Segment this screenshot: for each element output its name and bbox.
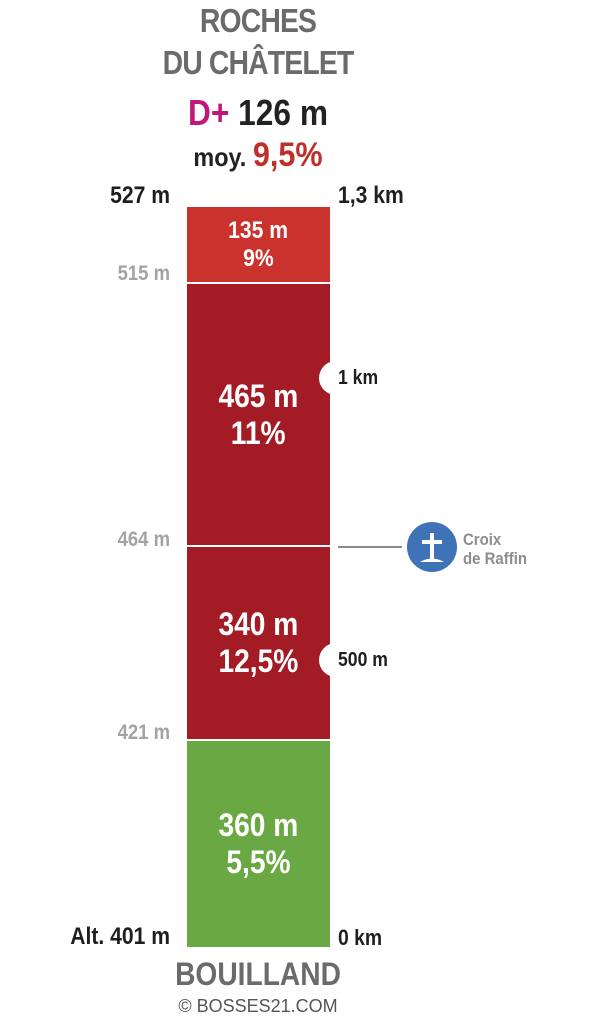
segment-1-gradient: 9% <box>243 245 274 272</box>
top-distance: 1,3 km <box>338 182 404 209</box>
cross-icon <box>407 522 457 572</box>
top-altitude: 527 m <box>110 182 170 209</box>
segment-1-length: 135 m <box>228 217 289 244</box>
gain-prefix: D+ <box>187 92 230 133</box>
poi-label-line-1: Croix <box>463 530 502 549</box>
average-gradient: moy. 9,5% <box>26 136 490 175</box>
altitude-464: 464 m <box>117 528 170 551</box>
km-notch-1km <box>319 361 341 395</box>
km-notch-500m <box>319 643 341 677</box>
elevation-gain: D+ 126 m <box>31 92 485 134</box>
start-location: BOUILLAND <box>175 956 341 992</box>
copyright: © BOSSES21.COM <box>178 996 338 1016</box>
segment-3: 340 m 12,5% <box>187 546 330 740</box>
divider-2 <box>187 545 330 547</box>
distance-1km: 1 km <box>338 367 379 389</box>
segment-3-gradient: 12,5% <box>218 643 299 679</box>
segment-3-length: 340 m <box>218 606 299 642</box>
segment-2: 465 m 11% <box>187 283 330 546</box>
altitude-base: Alt. 401 m <box>70 923 170 950</box>
segment-1: 135 m 9% <box>187 207 330 283</box>
divider-1 <box>187 282 330 284</box>
altitude-515: 515 m <box>117 262 170 285</box>
segment-2-length: 465 m <box>218 377 299 414</box>
gain-value: 126 m <box>238 92 329 133</box>
distance-start: 0 km <box>338 925 383 950</box>
segment-4-length: 360 m <box>218 806 299 843</box>
segment-4: 360 m 5,5% <box>187 740 330 947</box>
segment-4-gradient: 5,5% <box>226 843 291 880</box>
poi-label-line-2: de Raffin <box>463 549 528 568</box>
divider-3 <box>187 739 330 741</box>
title-line-1: ROCHES <box>199 2 317 39</box>
poi-label: Croix de Raffin <box>463 530 527 568</box>
avg-value: 9,5% <box>252 136 323 174</box>
title-line-2: DU CHÂTELET <box>162 44 355 81</box>
distance-500m: 500 m <box>338 649 388 671</box>
segment-2-gradient: 11% <box>231 414 286 451</box>
poi-connector <box>338 546 402 548</box>
avg-label: moy. <box>193 142 247 172</box>
altitude-421: 421 m <box>117 721 170 744</box>
